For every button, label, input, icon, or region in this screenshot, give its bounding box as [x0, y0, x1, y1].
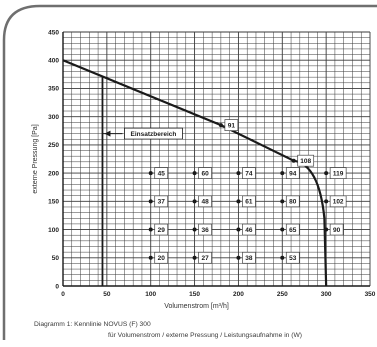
data-label-box [242, 223, 256, 236]
data-label-box [224, 119, 239, 131]
data-point [148, 199, 153, 204]
data-point [148, 227, 153, 232]
frame-border [2, 4, 377, 340]
y-tick-label: 350 [48, 86, 59, 93]
data-point [280, 171, 285, 176]
data-point [291, 158, 296, 163]
data-label-box [329, 195, 347, 208]
x-tick-label: 200 [233, 291, 244, 298]
data-point [192, 255, 197, 260]
data-point [280, 227, 285, 232]
data-label: 94 [289, 171, 297, 178]
data-label-box [154, 167, 169, 179]
data-label: 74 [245, 171, 253, 178]
data-label-box [329, 167, 347, 179]
data-label-box [198, 195, 212, 208]
data-point [218, 123, 223, 128]
x-tick-label: 150 [189, 291, 200, 298]
range-label-box [124, 127, 183, 140]
data-label: 80 [289, 199, 297, 206]
data-label-box [154, 223, 169, 236]
caption-line-2: für Volumenstrom / externe Pressung / Le… [108, 332, 303, 339]
data-label: 119 [333, 171, 344, 178]
data-label: 38 [245, 255, 253, 262]
data-point [192, 171, 197, 176]
data-label-box [242, 251, 256, 264]
x-tick-label: 350 [365, 291, 376, 298]
x-tick-label: 0 [61, 291, 65, 298]
x-tick-label: 100 [145, 291, 156, 298]
y-tick-label: 400 [48, 58, 59, 65]
range-label: Einsatzbereich [131, 131, 177, 138]
data-label-box [242, 195, 256, 208]
data-label-box [329, 223, 344, 236]
y-tick-label: 450 [48, 29, 59, 36]
data-label-box [198, 223, 212, 236]
caption-line-1: Diagramm 1: Kennlinie NOVUS (F) 300 [34, 321, 151, 328]
x-tick-label: 250 [277, 291, 288, 298]
data-label-box [154, 251, 169, 264]
y-tick-label: 0 [55, 283, 59, 290]
data-label: 102 [333, 199, 344, 206]
data-point [324, 199, 329, 204]
data-label: 60 [201, 171, 209, 178]
data-point [236, 171, 241, 176]
data-point [192, 199, 197, 204]
x-axis-label: Volumenstrom [m³/h] [164, 303, 229, 310]
data-label: 45 [158, 171, 166, 178]
data-label: 48 [201, 199, 209, 206]
data-label-box [242, 167, 256, 179]
data-label: 20 [158, 255, 166, 262]
data-label: 65 [289, 227, 297, 234]
data-label-box [285, 195, 300, 208]
y-axis-label: externe Pressung [Pa] [32, 124, 39, 193]
y-tick-label: 50 [52, 255, 60, 262]
data-label-box [154, 195, 169, 208]
data-point [280, 199, 285, 204]
data-point [324, 227, 329, 232]
data-label-box [297, 154, 315, 167]
y-tick-label: 250 [48, 142, 59, 149]
data-label-box [285, 167, 300, 179]
data-point [236, 199, 241, 204]
data-label: 37 [158, 199, 166, 206]
data-label: 29 [158, 227, 166, 234]
data-label: 53 [289, 255, 297, 262]
x-tick-label: 300 [321, 291, 332, 298]
x-tick-label: 50 [103, 291, 111, 298]
data-point [192, 227, 197, 232]
data-label: 90 [333, 227, 341, 234]
data-point [324, 171, 329, 176]
data-label-box [285, 251, 300, 264]
data-label: 27 [201, 255, 209, 262]
y-tick-label: 150 [48, 199, 59, 206]
data-point [148, 255, 153, 260]
y-tick-label: 300 [48, 114, 59, 121]
data-label-box [285, 223, 300, 236]
y-tick-label: 200 [48, 170, 59, 177]
data-point [236, 255, 241, 260]
data-point [280, 255, 285, 260]
data-label: 46 [245, 227, 253, 234]
data-label: 36 [201, 227, 209, 234]
data-point [236, 227, 241, 232]
data-label-box [198, 251, 212, 264]
data-label-box [198, 167, 212, 179]
data-label: 91 [228, 123, 236, 130]
data-label: 108 [300, 158, 311, 165]
range-arrow-head [104, 130, 111, 137]
data-label: 61 [245, 199, 253, 206]
data-point [148, 171, 153, 176]
y-tick-label: 100 [48, 227, 59, 234]
